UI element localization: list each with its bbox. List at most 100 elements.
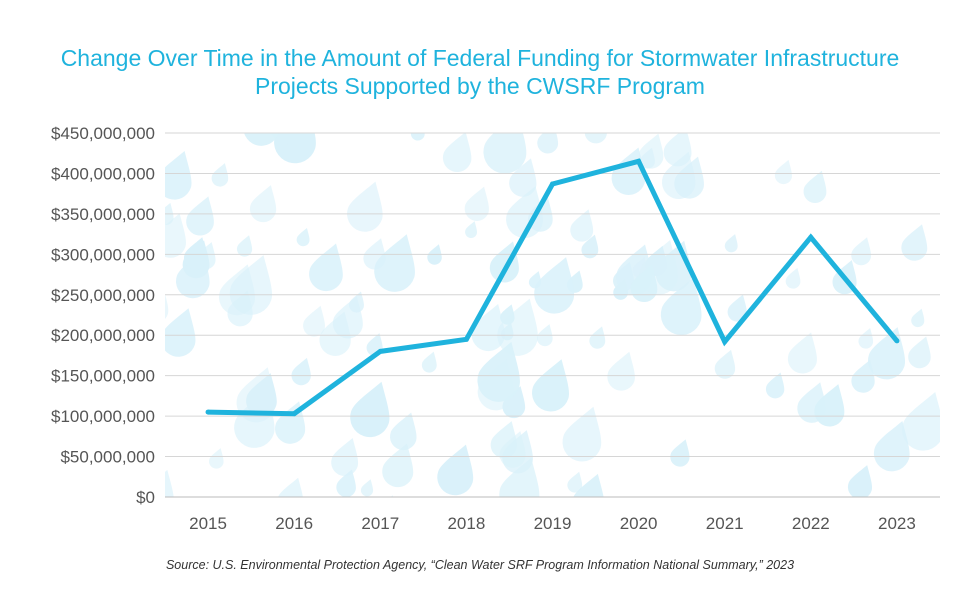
x-tick-label: 2023 bbox=[878, 514, 916, 533]
raindrop bbox=[347, 181, 383, 232]
data-point bbox=[377, 348, 383, 354]
data-point bbox=[894, 338, 900, 344]
raindrop bbox=[803, 170, 827, 203]
chart-title: Change Over Time in the Amount of Federa… bbox=[0, 44, 960, 100]
raindrop bbox=[640, 147, 655, 169]
raindrop bbox=[727, 294, 747, 322]
raindrop bbox=[502, 386, 526, 419]
y-tick-label: $300,000,000 bbox=[51, 245, 155, 264]
raindrop bbox=[765, 372, 785, 399]
x-tick-label: 2016 bbox=[275, 514, 313, 533]
x-tick-label: 2015 bbox=[189, 514, 227, 533]
raindrop bbox=[714, 349, 736, 379]
raindrop bbox=[209, 448, 224, 469]
raindrop bbox=[246, 373, 277, 417]
raindrop bbox=[382, 443, 414, 488]
data-point bbox=[550, 181, 555, 187]
raindrop bbox=[667, 113, 685, 134]
raindrop bbox=[499, 431, 526, 468]
raindrop bbox=[336, 469, 356, 497]
raindrop bbox=[249, 185, 277, 223]
raindrop bbox=[851, 359, 875, 393]
raindrop bbox=[410, 133, 425, 141]
raindrop bbox=[319, 311, 351, 356]
x-tick-label: 2020 bbox=[620, 514, 658, 533]
raindrop bbox=[787, 332, 817, 374]
raindrop bbox=[349, 291, 364, 313]
data-point bbox=[722, 339, 728, 345]
raindrop bbox=[584, 133, 607, 144]
raindrop bbox=[509, 158, 537, 197]
raindrop bbox=[774, 159, 792, 185]
raindrop-background bbox=[165, 113, 940, 497]
raindrop bbox=[483, 133, 527, 174]
raindrop bbox=[165, 151, 192, 200]
raindrop bbox=[236, 235, 253, 257]
raindrop bbox=[437, 444, 474, 496]
raindrop bbox=[331, 438, 359, 477]
raindrop bbox=[670, 439, 690, 467]
raindrop bbox=[497, 298, 538, 356]
x-tick-label: 2017 bbox=[361, 514, 399, 533]
raindrop bbox=[589, 326, 606, 349]
data-point bbox=[463, 336, 469, 342]
y-tick-label: $0 bbox=[136, 488, 155, 507]
chart-title-line-1: Change Over Time in the Amount of Federa… bbox=[60, 45, 900, 71]
raindrop bbox=[277, 477, 304, 497]
raindrop bbox=[724, 234, 738, 253]
data-point bbox=[291, 411, 297, 417]
raindrop bbox=[639, 240, 678, 295]
raindrop bbox=[183, 237, 207, 270]
raindrop bbox=[165, 308, 196, 357]
x-tick-label: 2019 bbox=[534, 514, 572, 533]
raindrop bbox=[785, 267, 801, 289]
raindrop bbox=[499, 457, 540, 497]
raindrop bbox=[360, 479, 374, 497]
raindrop bbox=[607, 351, 635, 391]
raindrop bbox=[662, 151, 696, 199]
raindrop bbox=[858, 327, 874, 349]
raindrop bbox=[442, 133, 472, 173]
y-tick-label: $250,000,000 bbox=[51, 286, 155, 305]
raindrop bbox=[382, 495, 396, 497]
source-note: Source: U.S. Environmental Protection Ag… bbox=[165, 558, 795, 572]
y-tick-label: $200,000,000 bbox=[51, 326, 155, 345]
raindrop bbox=[873, 420, 910, 472]
x-tick-label: 2021 bbox=[706, 514, 744, 533]
raindrop bbox=[532, 359, 569, 412]
raindrop bbox=[296, 228, 310, 247]
data-point bbox=[636, 158, 642, 164]
raindrop bbox=[471, 304, 505, 352]
y-tick-label: $50,000,000 bbox=[60, 448, 155, 467]
raindrop bbox=[901, 224, 928, 261]
raindrop bbox=[506, 186, 543, 239]
y-tick-label: $450,000,000 bbox=[51, 124, 155, 143]
raindrop bbox=[501, 322, 514, 341]
raindrop bbox=[291, 357, 311, 386]
raindrop bbox=[660, 277, 702, 336]
chart-title-line-2: Projects Supported by the CWSRF Program bbox=[255, 73, 705, 99]
raindrop bbox=[851, 237, 872, 266]
y-tick-label: $100,000,000 bbox=[51, 407, 155, 426]
data-point bbox=[205, 409, 211, 415]
raindrop bbox=[477, 359, 514, 411]
raindrop bbox=[534, 257, 575, 314]
raindrop bbox=[464, 186, 489, 221]
raindrop bbox=[165, 213, 186, 258]
raindrop bbox=[165, 469, 174, 497]
raindrop bbox=[350, 381, 390, 438]
x-axis-tick-labels: 2015 2016 2017 2018 2019 2020 2021 2022 2023 bbox=[189, 514, 916, 533]
raindrop bbox=[390, 412, 417, 451]
x-tick-label: 2018 bbox=[447, 514, 485, 533]
raindrop bbox=[567, 471, 583, 493]
y-tick-label: $400,000,000 bbox=[51, 164, 155, 183]
raindrop bbox=[374, 234, 415, 292]
y-tick-label: $150,000,000 bbox=[51, 367, 155, 386]
raindrop bbox=[211, 163, 229, 187]
y-tick-label: $350,000,000 bbox=[51, 205, 155, 224]
raindrop bbox=[186, 196, 214, 236]
raindrop bbox=[309, 243, 343, 292]
raindrop bbox=[902, 391, 940, 451]
raindrop bbox=[489, 241, 519, 283]
